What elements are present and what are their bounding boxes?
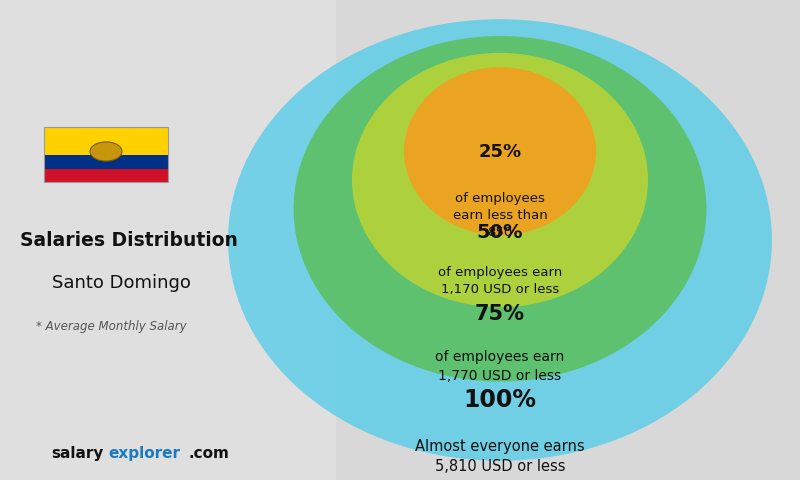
- Ellipse shape: [294, 36, 706, 382]
- Text: of employees
earn less than
850: of employees earn less than 850: [453, 192, 547, 239]
- Ellipse shape: [228, 19, 772, 461]
- Text: 25%: 25%: [478, 144, 522, 161]
- Text: .com: .com: [188, 446, 229, 461]
- Text: of employees earn
1,770 USD or less: of employees earn 1,770 USD or less: [435, 350, 565, 383]
- Text: explorer: explorer: [108, 446, 180, 461]
- Text: 100%: 100%: [463, 388, 537, 411]
- FancyBboxPatch shape: [0, 0, 336, 480]
- Text: Santo Domingo: Santo Domingo: [52, 274, 191, 292]
- Ellipse shape: [404, 67, 596, 235]
- Ellipse shape: [352, 53, 648, 307]
- Text: Salaries Distribution: Salaries Distribution: [20, 230, 238, 250]
- Bar: [44, 127, 168, 182]
- Bar: [44, 168, 168, 182]
- Text: of employees earn
1,170 USD or less: of employees earn 1,170 USD or less: [438, 266, 562, 296]
- Bar: [44, 127, 168, 155]
- Text: Almost everyone earns
5,810 USD or less: Almost everyone earns 5,810 USD or less: [415, 439, 585, 474]
- Text: 75%: 75%: [475, 304, 525, 324]
- Text: 50%: 50%: [477, 223, 523, 241]
- Text: * Average Monthly Salary: * Average Monthly Salary: [36, 320, 186, 333]
- Circle shape: [90, 142, 122, 161]
- Text: salary: salary: [52, 446, 104, 461]
- Bar: [44, 155, 168, 168]
